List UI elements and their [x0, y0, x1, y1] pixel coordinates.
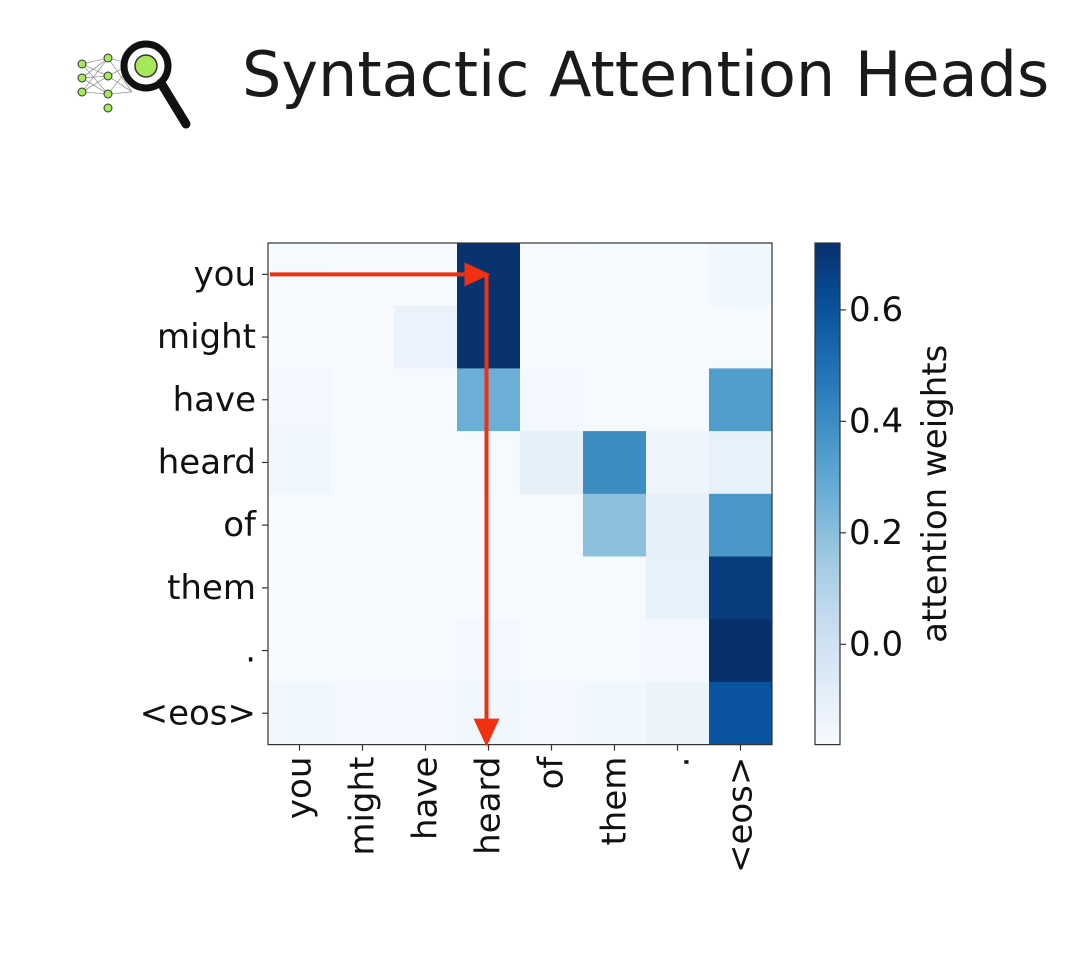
- heatmap-cell: [583, 556, 647, 620]
- heatmap-cell: [268, 431, 332, 495]
- heatmap-cell: [520, 619, 584, 683]
- heatmap-cell: [646, 619, 710, 683]
- arrow-head-right: [464, 262, 491, 287]
- heatmap-cell: [268, 556, 332, 620]
- arrow-head-down: [473, 718, 500, 747]
- x-tick-label: have: [406, 757, 446, 840]
- y-tick-label: have: [173, 380, 256, 420]
- x-tick-label: of: [532, 756, 572, 790]
- colorbar-label: attention weights: [915, 345, 955, 643]
- heatmap-cell: [583, 681, 647, 746]
- x-tick-label: them: [595, 757, 635, 846]
- heatmap-cells: [268, 243, 773, 746]
- heatmap-cell: [709, 556, 773, 620]
- heatmap-cell: [583, 431, 647, 495]
- heatmap-cell: [268, 619, 332, 683]
- heatmap-frame: [267, 242, 773, 746]
- heatmap-cell: [394, 368, 458, 432]
- heatmap-cell: [394, 681, 458, 746]
- heatmap-cell: [709, 368, 773, 432]
- heatmap-cell: [646, 556, 710, 620]
- heatmap-cell: [520, 368, 584, 432]
- colorbar-tick-label: 0.0: [849, 624, 903, 664]
- heatmap-cell: [646, 305, 710, 369]
- heatmap-cell: [520, 556, 584, 620]
- y-tick-label: you: [194, 254, 256, 294]
- heatmap-cell: [457, 431, 521, 495]
- heatmap-cell: [331, 681, 395, 746]
- colorbar-tick-label: 0.6: [849, 290, 903, 330]
- y-tick-label: might: [157, 317, 256, 357]
- y-tick-label: them: [167, 568, 256, 608]
- y-tick-label: <eos>: [140, 693, 256, 733]
- heatmap-cell: [709, 619, 773, 683]
- colorbar-tick-label: 0.2: [849, 513, 903, 553]
- heatmap-cell: [268, 493, 332, 557]
- heatmap-cell: [394, 305, 458, 369]
- heatmap-cell: [583, 619, 647, 683]
- colorbar-tick-label: 0.4: [849, 401, 903, 441]
- heatmap-cell: [583, 368, 647, 432]
- heatmap-cell: [583, 305, 647, 369]
- x-tick-label: .: [658, 757, 698, 768]
- heatmap-cell: [457, 493, 521, 557]
- heatmap-cell: [331, 556, 395, 620]
- heatmap-cell: [331, 305, 395, 369]
- heatmap-cell: [268, 681, 332, 746]
- heatmap-cell: [646, 368, 710, 432]
- y-tick-label: .: [245, 631, 256, 671]
- heatmap-cell: [457, 305, 521, 369]
- neural-network-magnifier-icon: [77, 40, 191, 129]
- x-tick-label: might: [343, 757, 383, 856]
- page-title: Syntactic Attention Heads: [242, 38, 1050, 111]
- heatmap-cell: [394, 431, 458, 495]
- heatmap-cell: [646, 243, 710, 307]
- heatmap-cell: [709, 681, 773, 746]
- heatmap-cell: [394, 619, 458, 683]
- heatmap-cell: [646, 431, 710, 495]
- heatmap-cell: [394, 493, 458, 557]
- heatmap-cell: [709, 493, 773, 557]
- heatmap-cell: [583, 243, 647, 307]
- heatmap-cell: [268, 368, 332, 432]
- heatmap-cell: [583, 493, 647, 557]
- heatmap-cell: [520, 681, 584, 746]
- heatmap-cell: [268, 305, 332, 369]
- heatmap-cell: [646, 493, 710, 557]
- heatmap-cell: [709, 243, 773, 307]
- heatmap-cell: [520, 431, 584, 495]
- y-tick-label: of: [223, 505, 257, 545]
- heatmap-cell: [394, 556, 458, 620]
- heatmap-cell: [331, 493, 395, 557]
- heatmap-cell: [457, 556, 521, 620]
- heatmap-cell: [331, 619, 395, 683]
- heatmap-cell: [520, 243, 584, 307]
- y-tick-label: heard: [158, 442, 256, 482]
- x-tick-label: heard: [469, 757, 509, 855]
- heatmap-cell: [709, 305, 773, 369]
- x-tick-label: you: [280, 757, 320, 819]
- heatmap-cell: [457, 619, 521, 683]
- heatmap-cell: [646, 681, 710, 746]
- heatmap-cell: [520, 493, 584, 557]
- heatmap-cell: [331, 368, 395, 432]
- header: Syntactic Attention Heads: [0, 0, 1076, 150]
- heatmap-cell: [457, 368, 521, 432]
- colorbar: [814, 242, 841, 746]
- heatmap-cell: [331, 431, 395, 495]
- heatmap-cell: [709, 431, 773, 495]
- x-tick-label: <eos>: [721, 757, 761, 873]
- heatmap-cell: [520, 305, 584, 369]
